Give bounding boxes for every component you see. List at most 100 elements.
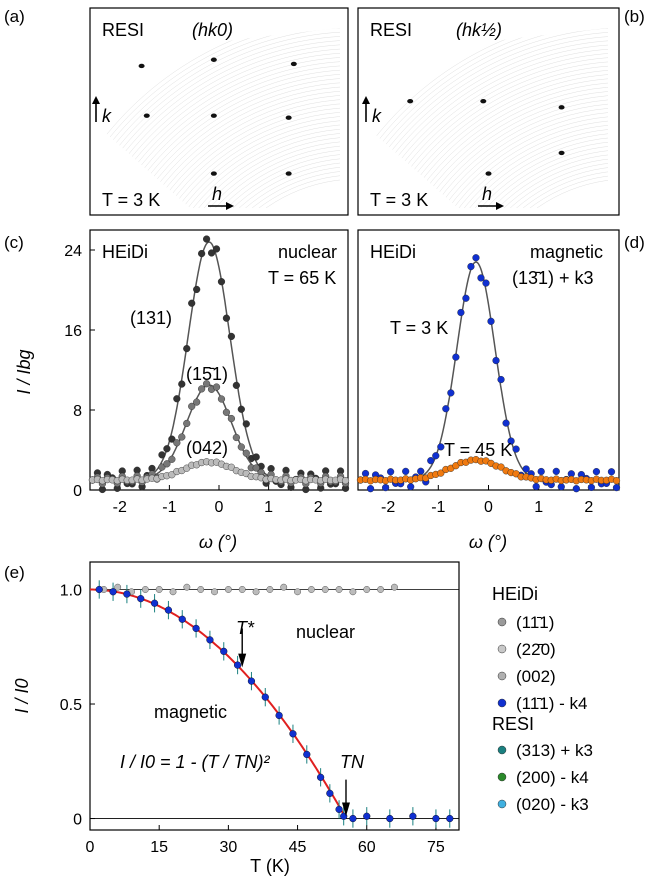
data-point bbox=[227, 463, 236, 471]
data-point bbox=[532, 482, 540, 491]
x-tick-label: 15 bbox=[150, 839, 168, 856]
panel-d-plot: -2 -1 0 1 2 bbox=[356, 254, 621, 516]
scan-arc bbox=[368, 56, 608, 208]
scan-arc bbox=[439, 149, 608, 208]
magnetic-point bbox=[432, 814, 440, 823]
data-point bbox=[557, 483, 565, 491]
data-point bbox=[487, 317, 495, 325]
panel-b-h-arrowhead bbox=[496, 202, 504, 210]
panel-a-k-arrowhead bbox=[92, 96, 100, 104]
scan-arc bbox=[143, 124, 340, 208]
data-point bbox=[158, 451, 166, 459]
x-tick-label: -2 bbox=[381, 499, 395, 516]
data-point bbox=[217, 395, 226, 403]
panel-b-label: (b) bbox=[624, 7, 645, 26]
panel-c-peak-131: (131) bbox=[130, 308, 172, 328]
magnetic-point bbox=[317, 773, 325, 781]
panel-a-temp: T = 3 K bbox=[102, 190, 160, 210]
panel-d-reflection: (13̄1) + k3 bbox=[512, 268, 594, 288]
legend-label: (002) bbox=[516, 667, 556, 686]
magnetic-point bbox=[335, 805, 343, 813]
panel-e-nuclear: nuclear bbox=[296, 622, 355, 642]
scan-arc bbox=[443, 153, 608, 208]
scan-arc bbox=[368, 60, 608, 208]
scan-arc bbox=[151, 132, 340, 208]
data-point bbox=[472, 254, 480, 262]
scan-arc bbox=[100, 65, 340, 208]
x-tick-label: -1 bbox=[162, 499, 176, 516]
legend-heidi-title: HEiDi bbox=[492, 584, 538, 604]
magnetic-point bbox=[340, 812, 348, 820]
data-point bbox=[432, 452, 440, 460]
nuclear-point bbox=[224, 586, 232, 593]
panel-d-mode: magnetic bbox=[530, 242, 603, 262]
bragg-spot bbox=[210, 113, 217, 118]
nuclear-point bbox=[390, 583, 398, 591]
panel-c-peak-151: (15̄1) bbox=[186, 364, 228, 384]
scan-arc bbox=[100, 48, 340, 208]
panel-c-ylabel: I / Ibg bbox=[14, 349, 34, 394]
data-point bbox=[387, 468, 395, 476]
scan-arc bbox=[368, 52, 608, 208]
bragg-spot bbox=[285, 171, 292, 176]
panel-a-frame bbox=[89, 7, 349, 216]
y-tick-label: 24 bbox=[64, 243, 82, 260]
x-tick-label: 0 bbox=[215, 499, 224, 516]
legend-label: (22̄0) bbox=[516, 640, 556, 659]
x-tick-label: 60 bbox=[358, 839, 376, 856]
data-point bbox=[437, 443, 445, 451]
scan-arc bbox=[130, 111, 340, 208]
panel-c-mode: nuclear bbox=[278, 242, 337, 262]
data-point bbox=[507, 437, 515, 445]
panel-c-temp: T = 65 K bbox=[268, 268, 336, 288]
legend-label: (200) - k4 bbox=[516, 768, 589, 787]
x-tick-label: 0 bbox=[484, 499, 493, 516]
scan-arc bbox=[138, 119, 340, 208]
magnetic-point bbox=[192, 624, 200, 633]
scan-arc bbox=[418, 128, 608, 208]
legend-marker bbox=[497, 772, 507, 782]
magnetic-point bbox=[289, 730, 297, 738]
magnetic-point bbox=[386, 814, 394, 823]
scan-arc bbox=[100, 44, 340, 208]
scan-arc bbox=[134, 115, 340, 208]
data-point bbox=[252, 453, 260, 461]
nuclear-point bbox=[252, 588, 260, 596]
scan-arc bbox=[368, 28, 608, 208]
scan-arc bbox=[176, 157, 340, 208]
panel-b-k-arrowhead bbox=[362, 96, 370, 104]
nuclear-point bbox=[335, 586, 343, 593]
magnetic-point bbox=[363, 812, 371, 820]
magnetic-point bbox=[349, 814, 357, 823]
scan-arc bbox=[100, 28, 340, 208]
panel-e-tstar: T* bbox=[236, 618, 255, 638]
scan-arc bbox=[368, 69, 608, 208]
scan-arc bbox=[147, 128, 340, 208]
magnetic-point bbox=[247, 677, 256, 685]
panel-b-k-label: k bbox=[372, 106, 382, 126]
scan-arc bbox=[109, 90, 340, 208]
x-tick-label: -2 bbox=[113, 499, 127, 516]
panel-c-xlabel: ω (°) bbox=[199, 532, 237, 552]
bragg-spot bbox=[285, 115, 292, 120]
magnetic-point bbox=[409, 812, 417, 820]
bragg-spot bbox=[407, 98, 414, 104]
y-tick-label: 1.0 bbox=[60, 582, 82, 599]
nuclear-point bbox=[377, 586, 385, 593]
data-point bbox=[607, 468, 616, 476]
data-point bbox=[612, 484, 621, 492]
magnetic-point bbox=[95, 585, 103, 594]
data-point bbox=[592, 468, 601, 476]
panel-e-frame bbox=[89, 561, 460, 831]
nuclear-point bbox=[114, 583, 122, 591]
scan-arc bbox=[368, 77, 608, 208]
magnetic-point bbox=[275, 711, 283, 720]
magnetic-point bbox=[326, 789, 334, 797]
legend-label: (313) + k3 bbox=[516, 741, 593, 760]
legend-marker bbox=[497, 799, 507, 809]
panel-e-plot: 0 15 30 45 60 75 0 0.5 1.0 bbox=[60, 580, 459, 856]
scan-arc bbox=[168, 149, 340, 208]
data-point bbox=[227, 332, 236, 341]
bragg-spot bbox=[143, 113, 150, 118]
data-point bbox=[572, 485, 580, 493]
